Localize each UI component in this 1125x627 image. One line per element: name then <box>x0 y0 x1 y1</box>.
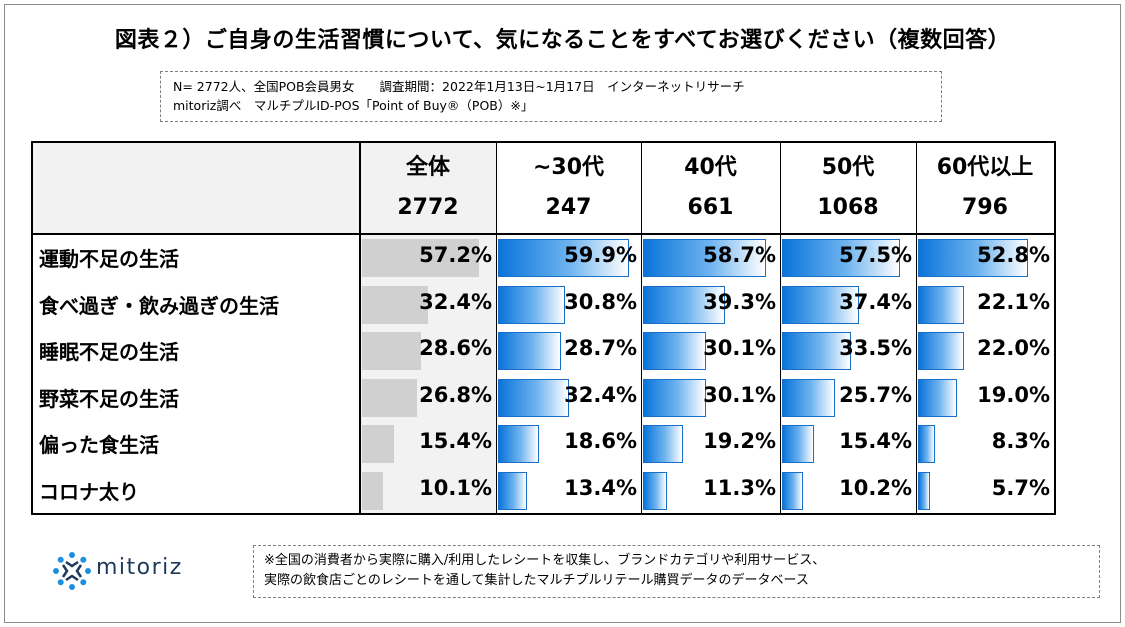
value-4-3: 15.4% <box>839 429 912 454</box>
bar-4-2 <box>643 425 683 464</box>
row-label-1: 食べ過ぎ・飲み過ぎの生活 <box>39 293 279 318</box>
column-n-2: 661 <box>687 195 734 220</box>
column-divider <box>780 143 781 513</box>
value-2-0: 28.6% <box>419 336 492 361</box>
value-0-4: 52.8% <box>977 243 1050 267</box>
footnote-box: ※全国の消費者から実際に購入/利用したレシートを収集し、ブランドカテゴリや利用サ… <box>253 545 1100 598</box>
value-2-2: 30.1% <box>703 336 776 361</box>
bar-3-1 <box>498 378 569 417</box>
value-5-1: 13.4% <box>564 476 637 500</box>
column-n-0: 2772 <box>397 195 459 220</box>
value-3-1: 32.4% <box>564 382 637 407</box>
value-4-0: 15.4% <box>419 429 492 454</box>
value-1-1: 30.8% <box>564 289 637 314</box>
bar-2-2 <box>643 332 706 371</box>
row-label-0: 運動不足の生活 <box>39 247 179 271</box>
bar-1-2 <box>643 285 725 324</box>
column-header-3: 50代 <box>821 155 875 180</box>
bar-5-4 <box>918 472 930 510</box>
column-divider <box>359 143 361 513</box>
value-0-3: 57.5% <box>839 243 912 267</box>
bar-0-4 <box>918 239 1028 277</box>
column-n-1: 247 <box>545 195 592 220</box>
mitoriz-logo-icon <box>53 552 91 590</box>
value-2-4: 22.0% <box>977 336 1050 361</box>
value-5-0: 10.1% <box>419 476 492 500</box>
bar-2-4 <box>918 332 964 371</box>
column-header-4: 60代以上 <box>936 155 1034 180</box>
column-divider <box>496 143 497 513</box>
survey-note-line1: N= 2772人、全国POB会員男女 調査期間：2022年1月13日~1月17日… <box>173 79 745 94</box>
value-1-3: 37.4% <box>839 289 912 314</box>
value-1-0: 32.4% <box>419 289 492 314</box>
value-4-1: 18.6% <box>564 429 637 454</box>
value-3-0: 26.8% <box>419 382 492 407</box>
bar-2-0 <box>362 332 421 371</box>
column-header-1: ~30代 <box>532 155 605 180</box>
value-1-4: 22.1% <box>977 289 1050 314</box>
bar-3-0 <box>362 378 417 417</box>
slide-frame <box>4 4 1121 623</box>
column-n-4: 796 <box>962 195 1008 220</box>
value-4-2: 19.2% <box>703 429 776 454</box>
column-divider <box>916 143 917 513</box>
bar-2-3 <box>782 332 851 371</box>
bar-1-0 <box>362 285 428 324</box>
bar-0-0 <box>362 239 479 277</box>
row-label-2: 睡眠不足の生活 <box>39 340 179 365</box>
logo-text: mitoriz <box>96 555 183 580</box>
results-table: 全体 2772 ~30代 247 40代 661 50代 1068 60代以上 796 運動不足の生… <box>31 141 1056 515</box>
bar-3-2 <box>643 378 706 417</box>
bar-3-3 <box>782 378 835 417</box>
column-n-3: 1068 <box>817 195 879 220</box>
value-0-1: 59.9% <box>564 243 637 267</box>
bar-1-1 <box>498 285 565 324</box>
survey-note: N= 2772人、全国POB会員男女 調査期間：2022年1月13日~1月17日… <box>160 71 942 122</box>
row-label-3: 野菜不足の生活 <box>39 386 179 411</box>
footnote-line1: ※全国の消費者から実際に購入/利用したレシートを収集し、ブランドカテゴリや利用サ… <box>264 553 826 568</box>
bar-3-4 <box>918 378 957 417</box>
bar-4-1 <box>498 425 539 464</box>
value-5-3: 10.2% <box>839 476 912 500</box>
bar-1-4 <box>918 285 964 324</box>
bar-4-4 <box>918 425 935 464</box>
footnote-line2: 実際の飲食店ごとのレシートを通して集計したマルチプルリテール購買データのデータベ… <box>264 573 809 588</box>
value-4-4: 8.3% <box>991 429 1050 454</box>
value-3-4: 19.0% <box>977 382 1050 407</box>
value-0-0: 57.2% <box>419 243 492 267</box>
bar-4-0 <box>362 425 394 464</box>
bar-5-2 <box>643 472 667 510</box>
bar-1-3 <box>782 285 859 324</box>
value-5-2: 11.3% <box>703 476 776 500</box>
bar-5-1 <box>498 472 527 510</box>
bar-0-1 <box>498 239 629 277</box>
survey-note-line2: mitoriz調べ マルチプルID-POS「Point of Buy®（POB）… <box>173 98 534 113</box>
value-1-2: 39.3% <box>703 289 776 314</box>
header-divider <box>33 233 1054 235</box>
column-header-0: 全体 <box>405 155 450 180</box>
value-2-3: 33.5% <box>839 336 912 361</box>
bar-2-1 <box>498 332 561 371</box>
row-label-4: 偏った食生活 <box>39 433 159 458</box>
value-5-4: 5.7% <box>991 476 1050 500</box>
header-blank-cell <box>33 143 359 233</box>
bar-4-3 <box>782 425 814 464</box>
value-2-1: 28.7% <box>564 336 637 361</box>
value-3-3: 25.7% <box>839 382 912 407</box>
value-0-2: 58.7% <box>703 243 776 267</box>
bar-5-3 <box>782 472 803 510</box>
mitoriz-logo: mitoriz <box>52 549 232 593</box>
bar-5-0 <box>362 472 383 510</box>
chart-title: 図表２）ご自身の生活習慣について、気になることをすべてお選びください（複数回答） <box>114 28 1011 53</box>
column-header-2: 40代 <box>684 155 737 180</box>
column-divider <box>641 143 642 513</box>
value-3-2: 30.1% <box>703 382 776 407</box>
bar-0-2 <box>643 239 766 277</box>
row-label-5: コロナ太り <box>39 480 139 504</box>
bar-0-3 <box>782 239 900 277</box>
